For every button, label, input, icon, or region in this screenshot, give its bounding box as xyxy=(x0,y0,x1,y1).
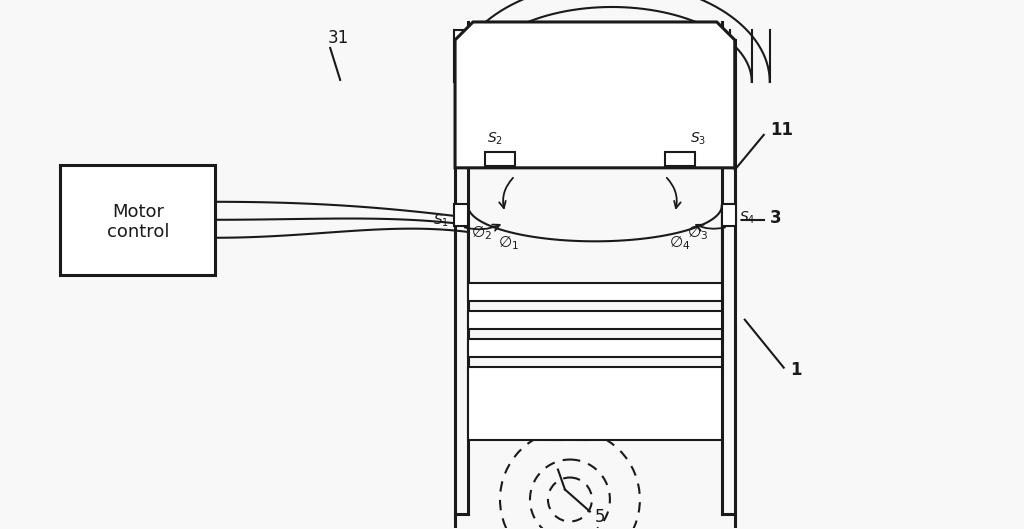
Bar xyxy=(722,204,736,226)
Bar xyxy=(468,311,722,329)
Text: $\varnothing_3$: $\varnothing_3$ xyxy=(687,224,709,242)
Text: 31: 31 xyxy=(328,29,349,47)
Text: $\varnothing_2$: $\varnothing_2$ xyxy=(471,224,493,242)
Text: 1: 1 xyxy=(790,361,801,379)
Bar xyxy=(60,165,215,275)
Text: $\varnothing_4$: $\varnothing_4$ xyxy=(669,234,690,252)
Bar xyxy=(454,204,468,226)
Text: $S_1$: $S_1$ xyxy=(433,213,450,229)
Bar xyxy=(468,339,722,357)
Text: control: control xyxy=(106,223,169,241)
Text: 5: 5 xyxy=(595,508,605,526)
Text: 3: 3 xyxy=(770,209,781,227)
Text: $S_4$: $S_4$ xyxy=(738,209,755,226)
Text: 11: 11 xyxy=(770,121,793,139)
Bar xyxy=(485,152,515,166)
Text: Motor: Motor xyxy=(112,203,164,221)
Bar xyxy=(665,152,695,166)
Text: $\varnothing_1$: $\varnothing_1$ xyxy=(499,234,519,252)
Bar xyxy=(468,282,722,300)
Text: $S_2$: $S_2$ xyxy=(487,131,503,147)
Bar xyxy=(468,367,722,440)
Polygon shape xyxy=(455,22,735,168)
Text: $S_3$: $S_3$ xyxy=(690,131,706,147)
